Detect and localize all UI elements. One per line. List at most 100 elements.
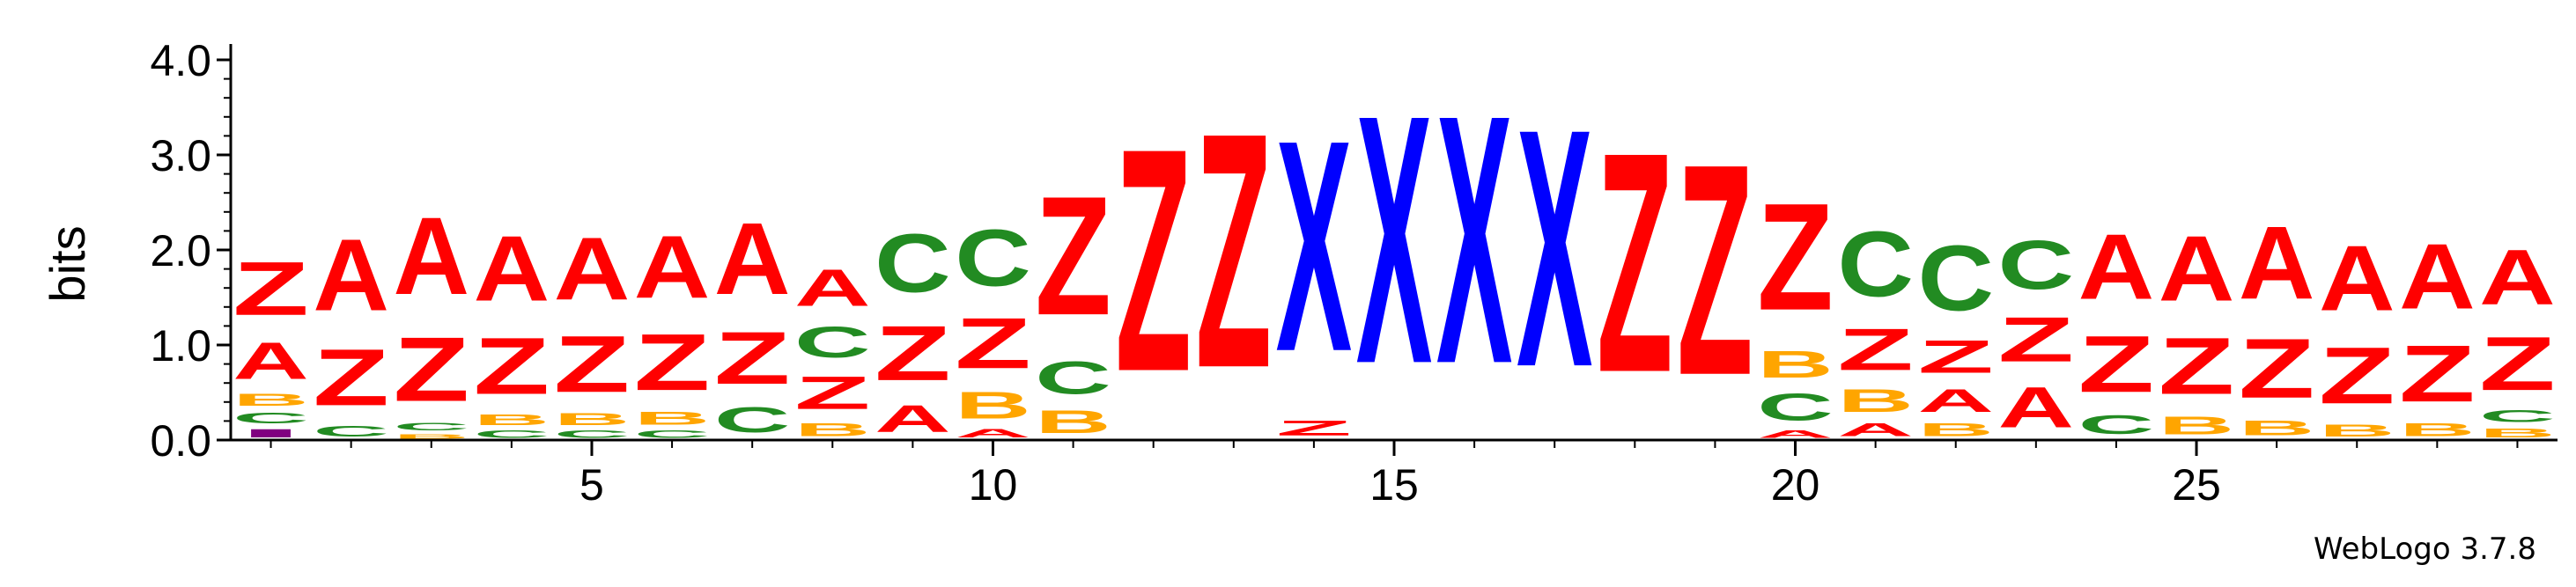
logo-glyph-b: B — [554, 409, 631, 429]
logo-glyph-c: C — [2479, 407, 2556, 426]
logo-glyph-a: A — [2479, 234, 2556, 320]
y-tick-label: 0.0 — [150, 416, 211, 466]
logo-glyph-a: A — [1998, 376, 2075, 440]
logo-glyph-c: C — [875, 216, 951, 309]
logo-glyph-z: Z — [634, 318, 711, 407]
logo-glyph-z: Z — [474, 321, 550, 411]
logo-glyph-a: A — [634, 217, 711, 317]
logo-glyph-z: Z — [1276, 416, 1353, 440]
x-tick-label: 20 — [1771, 460, 1820, 510]
x-tick-label: 25 — [2172, 460, 2221, 510]
logo-glyph-c: C — [1837, 212, 1914, 316]
x-tick-label: 15 — [1369, 460, 1419, 510]
y-ticks: 0.0 1.0 2.0 3.0 4.0 — [150, 36, 231, 466]
logo-glyph-a: A — [2078, 215, 2155, 319]
logo-glyph-z: Z — [714, 316, 791, 400]
logo-glyph-z: Z — [393, 319, 469, 421]
logo-glyph-z: Z — [1196, 63, 1273, 437]
logo-glyph-c: C — [313, 423, 389, 440]
logo-glyph-z: Z — [1917, 330, 1994, 383]
logo-glyph-z: Z — [1757, 172, 1834, 342]
logo-glyph-z: Z — [554, 319, 631, 409]
y-axis-label: bits — [40, 225, 95, 302]
logo-glyph-z: Z — [2479, 321, 2556, 407]
logo-glyph-a: A — [2319, 226, 2395, 330]
logo-glyph-b: B — [634, 407, 711, 429]
logo-glyph-c: C — [1757, 385, 1834, 429]
logo-glyph-z: Z — [2078, 319, 2155, 409]
weblogo-credit: WebLogo 3.7.8 — [2314, 532, 2536, 567]
logo-glyph-z: Z — [313, 333, 389, 422]
logo-glyph-b: B — [1035, 404, 1111, 440]
logo-glyph-c: C — [634, 429, 711, 440]
x-ticks: 5 10 15 20 25 — [269, 440, 2519, 510]
logo-glyph-b: B — [2239, 416, 2315, 440]
logo-glyph-b: B — [1917, 419, 1994, 440]
logo-glyph-z: Z — [794, 366, 871, 419]
logo-glyph-a: A — [233, 332, 309, 391]
y-tick-label: 1.0 — [150, 321, 211, 371]
logo-glyph-i: I — [233, 427, 309, 440]
logo-glyph-a: A — [1917, 383, 1994, 419]
logo-glyph-b: B — [2479, 426, 2556, 440]
logo-glyph-b: B — [2159, 412, 2235, 440]
logo-glyph-a: A — [875, 397, 951, 440]
axes: 0.0 1.0 2.0 3.0 4.0 5 10 15 20 25 — [150, 36, 2558, 510]
logo-glyph-a: A — [2239, 206, 2315, 321]
logo-glyph-z: Z — [875, 310, 951, 397]
logo-glyph-z: Z — [233, 246, 309, 331]
logo-glyph-c: C — [474, 429, 550, 440]
logo-glyph-a: A — [554, 219, 631, 319]
logo-glyph-a: A — [474, 216, 550, 320]
logo-glyph-stacks: ICBAZCZABCZACBZACBZACBZACZABZCAAZCABZCBC… — [233, 42, 2555, 440]
logo-glyph-a: A — [393, 194, 469, 318]
logo-glyph-a: A — [313, 217, 389, 332]
logo-glyph-z: Z — [2159, 321, 2235, 411]
logo-glyph-z: Z — [1998, 304, 2075, 375]
logo-glyph-c: C — [2078, 409, 2155, 440]
logo-glyph-x: X — [1517, 59, 1593, 437]
y-tick-label: 4.0 — [150, 36, 211, 85]
logo-glyph-b: B — [1837, 383, 1914, 419]
logo-glyph-z: Z — [1677, 101, 1753, 438]
y-tick-label: 2.0 — [150, 226, 211, 275]
logo-glyph-c: C — [233, 409, 309, 426]
logo-glyph-a: A — [794, 259, 871, 318]
logo-glyph-a: A — [2399, 224, 2476, 328]
logo-glyph-c: C — [794, 318, 871, 367]
y-tick-label: 3.0 — [150, 131, 211, 180]
logo-glyph-a: A — [2159, 216, 2235, 320]
logo-glyph-b: B — [1757, 343, 1834, 386]
logo-glyph-c: C — [955, 212, 1031, 303]
logo-glyph-a: A — [714, 202, 791, 316]
logo-glyph-b: B — [393, 432, 469, 440]
logo-glyph-b: B — [233, 391, 309, 410]
logo-glyph-b: B — [2319, 421, 2395, 440]
logo-glyph-a: A — [1757, 429, 1834, 440]
logo-glyph-z: Z — [1115, 83, 1192, 438]
logo-glyph-x: X — [1436, 42, 1513, 438]
logo-glyph-a: A — [955, 427, 1031, 440]
logo-glyph-z: Z — [2319, 331, 2395, 421]
logo-glyph-z: Z — [1035, 161, 1111, 350]
logo-glyph-b: B — [2399, 419, 2476, 440]
x-tick-label: 5 — [579, 460, 604, 510]
logo-glyph-b: B — [474, 412, 550, 429]
logo-glyph-z: Z — [1837, 317, 1914, 383]
logo-glyph-z: Z — [955, 303, 1031, 384]
logo-glyph-c: C — [714, 400, 791, 439]
logo-glyph-c: C — [393, 421, 469, 432]
logo-glyph-c: C — [1998, 226, 2075, 305]
logo-glyph-x: X — [1356, 42, 1433, 438]
logo-glyph-c: C — [1035, 351, 1111, 404]
logo-glyph-a: A — [1837, 419, 1914, 440]
logo-glyph-z: Z — [2239, 320, 2315, 415]
logo-glyph-x: X — [1276, 77, 1353, 414]
logo-glyph-z: Z — [1597, 86, 1673, 438]
logo-glyph-b: B — [955, 384, 1031, 427]
logo-glyph-c: C — [1917, 226, 1994, 330]
x-tick-label: 10 — [969, 460, 1018, 510]
logo-glyph-c: C — [554, 429, 631, 440]
logo-glyph-z: Z — [2399, 329, 2476, 419]
